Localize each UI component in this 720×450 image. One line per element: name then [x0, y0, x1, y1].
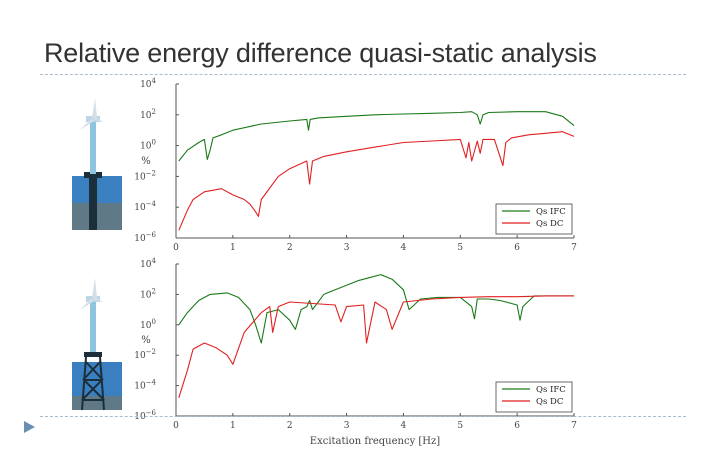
x-tick-label: 3 — [344, 243, 350, 253]
y-tick-label: 102 — [140, 287, 156, 300]
legend-label: Qs IFC — [536, 385, 566, 395]
y-tick-label: 10−2 — [134, 169, 156, 182]
x-tick-label: 2 — [287, 243, 293, 253]
y-tick-label: 10−4 — [134, 379, 156, 392]
x-tick-label: 2 — [287, 421, 293, 431]
x-tick-label: 0 — [173, 421, 179, 431]
chart-panel-top: 0 1 2 3 4 5 6 7 104 102 100 10−2 10−4 10−6% Qs IFC Qs D… — [134, 77, 577, 253]
x-tick-label: 4 — [401, 421, 407, 431]
series-line-ifc — [178, 111, 575, 162]
bullet-arrow-icon — [24, 421, 35, 433]
y-tick-label: 104 — [140, 77, 156, 90]
x-tick-label: 5 — [457, 421, 463, 431]
series-line-dc — [178, 131, 575, 231]
legend-label: Qs DC — [536, 397, 563, 407]
slide-title: Relative energy difference quasi-static … — [44, 38, 597, 68]
y-tick-label: 104 — [140, 257, 156, 270]
y-tick-label: 10−2 — [134, 348, 156, 361]
x-tick-label: 5 — [457, 243, 463, 253]
series-line-dc — [178, 295, 574, 398]
x-tick-label: 7 — [571, 243, 577, 253]
y-axis-label: % — [141, 156, 151, 167]
legend-label: Qs IFC — [536, 207, 566, 217]
y-tick-label: 10−4 — [134, 200, 156, 213]
x-axis-label: Excitation frequency [Hz] — [310, 436, 440, 447]
legend-box — [495, 203, 573, 235]
y-tick-label: 100 — [140, 139, 156, 152]
y-tick-label: 102 — [140, 108, 156, 121]
series-line-ifc — [178, 274, 574, 344]
legend-label: Qs DC — [536, 219, 563, 229]
chart-panel-bottom: 0 1 2 3 4 5 6 710410210010−210−410−6%Excitation… — [134, 257, 577, 447]
jacket-turbine-icon — [72, 278, 122, 411]
y-tick-label: 100 — [140, 318, 156, 331]
legend-box — [495, 381, 573, 413]
x-tick-label: 7 — [571, 421, 577, 431]
y-axis-label: % — [141, 335, 151, 346]
x-tick-label: 0 — [173, 243, 179, 253]
x-tick-label: 4 — [401, 243, 407, 253]
x-tick-label: 6 — [514, 421, 520, 431]
x-tick-label: 3 — [344, 421, 350, 431]
monopile-turbine-icon — [72, 98, 122, 230]
x-tick-label: 6 — [514, 243, 520, 253]
y-tick-label: 10−6 — [134, 231, 156, 244]
footer-divider — [40, 416, 686, 417]
title-divider — [40, 74, 686, 75]
x-tick-label: 1 — [230, 243, 236, 253]
x-tick-label: 1 — [230, 421, 236, 431]
